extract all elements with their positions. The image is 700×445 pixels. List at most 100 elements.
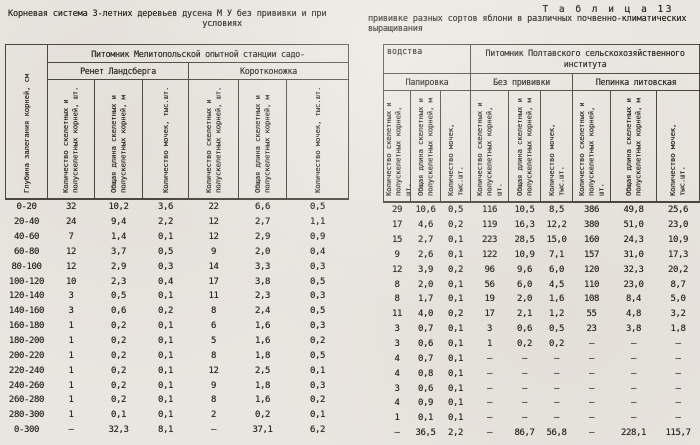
table-cell: 0,2 <box>548 339 565 350</box>
table-cell: 4,8 <box>625 309 642 320</box>
table-cell: 0,1 <box>157 395 174 406</box>
table-row: 260-280 1 0,2 0,1 8 1,6 0,2 <box>6 393 349 408</box>
table-cell: 25,6 <box>668 205 689 216</box>
table-cell: 0,4 <box>309 246 326 257</box>
table-cell: 0-300 <box>13 425 40 436</box>
table-row: 100-120 10 2,3 0,4 17 3,8 0,5 <box>6 274 349 289</box>
table-cell: 3,8 <box>254 276 271 287</box>
table-cell: 19 <box>484 294 495 305</box>
table-cell: 2,6 <box>417 249 434 260</box>
table-cell: 32,3 <box>623 264 644 275</box>
table-cell: 0,1 <box>447 294 464 305</box>
table-cell: 0,1 <box>417 413 434 424</box>
table-cell: 1,7 <box>417 294 434 305</box>
table-cell: 8 <box>210 350 217 361</box>
table-cell: 1 <box>68 365 74 376</box>
column-header-length: Общая длина скелетных и полускелетных ко… <box>238 79 287 200</box>
left-table-header: Глубина залегания корней, см Питомник Ме… <box>5 44 349 200</box>
table-cell: – <box>589 353 595 364</box>
table-cell: 8,5 <box>548 205 565 216</box>
table-cell: 0,1 <box>447 368 464 379</box>
table-cell: 49,8 <box>623 205 644 216</box>
table-cell: 3,2 <box>670 309 686 320</box>
table-cell: 2,0 <box>516 294 533 305</box>
table-cell: 55 <box>586 309 597 320</box>
table-cell: – <box>589 398 595 409</box>
table-cell: 0,9 <box>309 232 326 243</box>
table-cell: 0,1 <box>157 336 174 347</box>
table-cell: 12 <box>208 232 219 243</box>
table-cell: 24 <box>65 217 77 228</box>
table-cell: – <box>589 339 595 350</box>
table-row: 3 0,6 0,1 1 0,2 0,2 – – – <box>384 337 700 352</box>
table-cell: 0,9 <box>417 398 434 409</box>
table-cell: 4,6 <box>417 220 434 231</box>
table-cell: 86,7 <box>514 428 535 439</box>
table-cell: – <box>394 428 400 439</box>
table-cell: 0,5 <box>309 276 326 287</box>
table-cell: 0,6 <box>516 324 533 335</box>
table-cell: – <box>631 339 637 350</box>
table-row: 120-140 3 0,5 0,1 11 2,3 0,3 <box>6 289 349 304</box>
left-table-body: 0-20 32 10,2 3,6 22 6,6 0,5 20-40 24 9,4 2,2 12 2,7 1… <box>6 199 349 438</box>
table-cell: – <box>675 413 681 424</box>
table-cell: 80-100 <box>11 261 42 272</box>
table-cell: 17 <box>484 309 495 320</box>
table-cell: 12 <box>208 217 219 228</box>
table-cell: 6 <box>210 321 217 332</box>
table-cell: – <box>675 383 681 394</box>
table-cell: 9 <box>210 246 217 257</box>
document-title-right: прививке разных сортов яблони в различны… <box>368 14 698 34</box>
title-line-1: прививке разных сортов яблони в различны… <box>368 14 687 24</box>
table-cell: 1 <box>68 395 74 406</box>
table-cell: 0,2 <box>110 395 127 406</box>
column-header-fibrous: Количество мочек, тыс.шт. <box>439 90 472 203</box>
table-number-label: Т а б л и ц а 13 <box>542 4 674 15</box>
table-cell: 380 <box>583 220 600 231</box>
table-cell: 4 <box>394 353 400 364</box>
table-cell: 0,3 <box>309 261 326 272</box>
table-cell: – <box>589 428 595 439</box>
table-cell: – <box>631 368 637 379</box>
table-cell: 22 <box>208 202 219 213</box>
table-cell: 16,3 <box>514 220 535 231</box>
table-cell: – <box>554 383 560 394</box>
table-cell: 122 <box>481 249 498 260</box>
table-cell: 28,5 <box>514 235 535 246</box>
table-cell: 8 <box>394 279 400 290</box>
table-cell: 110 <box>583 279 600 290</box>
table-cell: 0,2 <box>110 336 127 347</box>
table-cell: 0,1 <box>309 410 326 421</box>
table-cell: 6,0 <box>548 264 565 275</box>
table-cell: 0,5 <box>309 202 326 213</box>
table-cell: 3 <box>394 324 400 335</box>
table-cell: 160-180 <box>8 321 45 332</box>
table-cell: 96 <box>484 264 495 275</box>
table-cell: 0,1 <box>447 235 464 246</box>
depth-column-header: Глубина залегания корней, см <box>5 44 48 200</box>
table-cell: 0,1 <box>309 365 326 376</box>
table-cell: 2 <box>210 410 217 421</box>
table-cell: 6,0 <box>516 279 533 290</box>
table-cell: 12 <box>65 261 77 272</box>
table-cell: 9,6 <box>516 264 533 275</box>
table-cell: 1 <box>68 336 74 347</box>
table-cell: 0,1 <box>447 279 464 290</box>
column-header-count: Количество скелетных и полускелетных кор… <box>188 79 239 200</box>
table-cell: – <box>675 353 681 364</box>
table-cell: 3 <box>394 383 400 394</box>
table-cell: 0,1 <box>447 383 464 394</box>
table-row: 180-200 1 0,2 0,1 5 1,6 0,2 <box>6 334 349 349</box>
table-cell: 7,1 <box>548 249 565 260</box>
table-row: – 36,5 2,2 – 86,7 56,8 – 228,1 115,7 <box>384 426 700 441</box>
table-cell: 0,1 <box>157 365 174 376</box>
table-cell: 3 <box>394 339 400 350</box>
table-cell: 180-200 <box>8 336 45 347</box>
table-cell: 23,0 <box>668 220 689 231</box>
table-cell: 0,7 <box>417 353 434 364</box>
table-cell: 17 <box>208 276 219 287</box>
column-header-fibrous: Количество мочек, тыс.шт. <box>286 79 349 200</box>
table-cell: 0,5 <box>110 291 127 302</box>
table-cell: 5 <box>210 336 217 347</box>
table-cell: 0,1 <box>157 350 174 361</box>
